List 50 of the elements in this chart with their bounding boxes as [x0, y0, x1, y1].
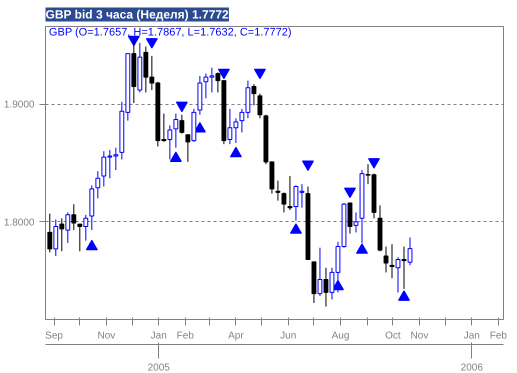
candlestick	[288, 175, 292, 211]
candlestick	[390, 244, 394, 279]
candlestick	[318, 247, 322, 296]
x-tick-label: Apr	[228, 330, 244, 342]
point	[218, 68, 230, 80]
candlestick	[65, 212, 70, 244]
x-tick-label: Nov	[410, 330, 428, 342]
chart-title: GBP bid 3 часа (Неделя) 1.7772	[46, 8, 230, 22]
x2-tick-label: 2005	[148, 362, 170, 373]
point	[290, 223, 302, 234]
candlestick	[47, 213, 52, 253]
candlestick	[251, 84, 256, 106]
y-tick-label: 1.9000	[4, 100, 35, 111]
x-tick-label: Feb	[176, 330, 194, 342]
candlestick	[53, 218, 58, 256]
candlestick	[173, 113, 178, 148]
point	[356, 243, 368, 254]
candlestick	[384, 246, 388, 273]
x-tick-label: Aug	[332, 330, 350, 342]
candlestick	[324, 267, 328, 308]
candlestick	[59, 218, 64, 252]
candlestick	[257, 93, 262, 119]
x-tick-label: Jan	[464, 330, 480, 342]
x-tick-label: Nov	[98, 330, 116, 342]
point	[86, 240, 98, 250]
candlestick	[71, 204, 76, 231]
y-tick-label: 1.8000	[4, 217, 35, 228]
candlestick	[276, 180, 280, 202]
candlestick	[77, 224, 82, 252]
candlestick	[348, 202, 352, 234]
point	[254, 68, 266, 80]
candlestick	[282, 192, 286, 213]
point	[146, 38, 158, 49]
point	[176, 102, 188, 112]
candlestick	[83, 214, 88, 242]
point	[398, 290, 410, 301]
x-tick-label: Jun	[280, 330, 296, 342]
x-tick-label: Oct	[385, 330, 401, 342]
candlestick	[402, 246, 406, 290]
candlestick	[179, 114, 184, 134]
candlestick	[354, 212, 358, 233]
x-tick-label: Jan	[150, 330, 167, 342]
chart-subtitle: GBP (O=1.7657, H=1.7867, L=1.7632, C=1.7772)	[48, 26, 292, 38]
candlestick	[185, 134, 190, 162]
x-tick-label: Feb	[490, 330, 508, 342]
candlestick	[95, 170, 100, 199]
x2-tick-label: 2006	[460, 362, 484, 373]
candlestick	[396, 256, 400, 293]
candlestick	[408, 236, 412, 266]
x-tick-label: Sep	[45, 330, 64, 342]
